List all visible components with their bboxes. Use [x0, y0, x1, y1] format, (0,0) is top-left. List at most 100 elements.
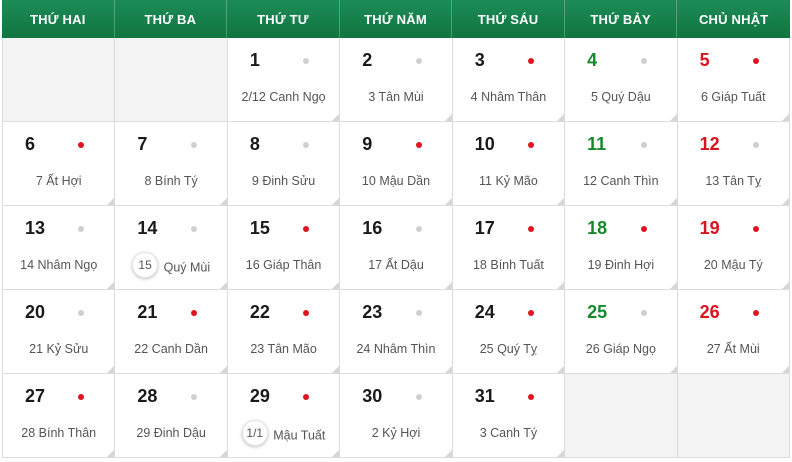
- day-cell[interactable]: 23 24 Nhâm Thìn: [340, 290, 453, 374]
- day-cell[interactable]: 19 20 Mậu Tý: [677, 206, 790, 290]
- day-cell[interactable]: 15 16 Giáp Thân: [227, 206, 341, 290]
- day-cell[interactable]: 20 21 Kỷ Sửu: [3, 290, 116, 374]
- solar-day-number: 24: [474, 302, 495, 322]
- day-cell[interactable]: 5 6 Giáp Tuất: [677, 38, 790, 122]
- solar-day-number: 12: [699, 134, 720, 154]
- day-cell[interactable]: 24 25 Quý Tỵ: [452, 290, 566, 374]
- good-day-dot-icon: [528, 394, 535, 400]
- lunar-day-name: Nhâm Ngọ: [37, 258, 98, 272]
- solar-day-number: 2: [362, 50, 373, 70]
- day-cell[interactable]: 10 11 Kỷ Mão: [452, 122, 566, 206]
- day-cell[interactable]: 25 26 Giáp Ngọ: [565, 290, 678, 374]
- lunar-day-name: Canh Tý: [490, 426, 538, 440]
- day-dot-icon: [303, 58, 310, 64]
- day-cell[interactable]: 16 17 Ất Dậu: [340, 206, 453, 290]
- day-cell[interactable]: 12 13 Tân Tỵ: [677, 122, 790, 206]
- day-cell[interactable]: 2 3 Tân Mùi: [340, 38, 453, 122]
- good-day-dot-icon: [303, 310, 310, 316]
- lunar-date: 3 Tân Mùi: [340, 90, 451, 104]
- lunar-day-number: 16: [245, 258, 260, 272]
- day-grid: 1 2/12 Canh Ngọ 2 3 Tân Mùi 3 4 Nhâm Thân 4 5 Q…: [2, 38, 790, 458]
- solar-day-number: 30: [362, 386, 383, 406]
- solar-day-number: 25: [587, 302, 608, 322]
- solar-day-number: 6: [25, 134, 36, 154]
- lunar-date: 2/12 Canh Ngọ: [228, 90, 339, 104]
- lunar-day-name: Đinh Dậu: [153, 426, 206, 440]
- lunar-date: 21 Kỷ Sửu: [3, 342, 114, 356]
- lunar-day-number: 13: [705, 174, 720, 188]
- day-cell[interactable]: 26 27 Ất Mùi: [677, 290, 790, 374]
- weekday-sunday: CHỦ NHẬT: [698, 11, 769, 27]
- day-cell[interactable]: 13 14 Nhâm Ngọ: [3, 206, 116, 290]
- lunar-date: 20 Mậu Tý: [678, 258, 789, 272]
- weekday-tuesday: THỨ BA: [115, 0, 228, 38]
- lunar-date: 2 Kỷ Hợi: [340, 426, 451, 440]
- good-day-dot-icon: [640, 226, 647, 232]
- day-dot-icon: [415, 394, 422, 400]
- lunar-day-name: Kỷ Sửu: [46, 342, 89, 356]
- day-cell[interactable]: 1 2/12 Canh Ngọ: [227, 38, 341, 122]
- solar-day-number: 22: [249, 302, 270, 322]
- lunar-day-name: Mậu Tý: [721, 258, 763, 272]
- day-cell[interactable]: 4 5 Quý Dậu: [565, 38, 678, 122]
- solar-day-number: 26: [699, 302, 720, 322]
- day-dot-icon: [415, 58, 422, 64]
- good-day-dot-icon: [753, 226, 759, 232]
- solar-day-number: 27: [25, 386, 46, 406]
- day-cell[interactable]: 7 8 Bính Tý: [115, 122, 228, 206]
- empty-day-cell: [565, 374, 678, 458]
- lunar-day-number: 4: [470, 90, 478, 104]
- day-cell[interactable]: 3 4 Nhâm Thân: [452, 38, 566, 122]
- empty-day-cell: [3, 38, 116, 122]
- day-cell[interactable]: 31 3 Canh Tý: [452, 374, 566, 458]
- day-cell[interactable]: 6 7 Ất Hợi: [3, 122, 116, 206]
- solar-day-number: 21: [137, 302, 158, 322]
- solar-day-number: 11: [587, 134, 607, 154]
- lunar-day-name: Bính Tuất: [490, 258, 544, 272]
- day-cell[interactable]: 28 29 Đinh Dậu: [115, 374, 228, 458]
- day-cell[interactable]: 21 22 Canh Dần: [115, 290, 228, 374]
- lunar-day-number: 19: [587, 258, 602, 272]
- weekday-friday: THỨ SÁU: [452, 0, 565, 38]
- day-cell[interactable]: 9 10 Mậu Dần: [340, 122, 453, 206]
- lunar-day-number: 3: [368, 90, 376, 104]
- lunar-date: 29 Đinh Dậu: [115, 426, 226, 440]
- lunar-day-number: 14: [20, 258, 35, 272]
- solar-day-number: 18: [587, 218, 608, 238]
- lunar-day-name: Quý Tỵ: [497, 342, 538, 356]
- lunar-date: 11 Kỷ Mão: [453, 174, 564, 188]
- lunar-day-name: Giáp Ngọ: [603, 342, 656, 356]
- lunar-date: 18 Bính Tuất: [453, 258, 564, 272]
- lunar-day-name: Ất Mùi: [724, 342, 760, 356]
- solar-day-number: 14: [137, 218, 158, 238]
- day-cell[interactable]: 8 9 Đinh Sửu: [227, 122, 341, 206]
- lunar-date: 26 Giáp Ngọ: [565, 342, 676, 356]
- lunar-date: 8 Bính Tý: [115, 174, 226, 188]
- lunar-date: 28 Bính Thân: [3, 426, 114, 440]
- lunar-date: 23 Tân Mão: [228, 342, 339, 356]
- lunar-day-number: 8: [144, 174, 152, 188]
- solar-day-number: 23: [362, 302, 383, 322]
- solar-day-number: 28: [137, 386, 158, 406]
- day-cell[interactable]: 18 19 Đinh Hợi: [565, 206, 678, 290]
- good-day-dot-icon: [528, 310, 535, 316]
- lunar-day-name: Đinh Hợi: [604, 258, 655, 272]
- solar-day-number: 13: [25, 218, 46, 238]
- lunar-day-number: 6: [700, 90, 708, 104]
- day-dot-icon: [753, 142, 759, 148]
- lunar-day-name: Đinh Sửu: [262, 174, 316, 188]
- day-cell[interactable]: 11 12 Canh Thìn: [565, 122, 678, 206]
- good-day-dot-icon: [415, 142, 422, 148]
- lunar-day-name: Nhâm Thìn: [373, 342, 436, 356]
- day-cell[interactable]: 29 1/1 Mậu Tuất: [227, 374, 341, 458]
- good-day-dot-icon: [78, 394, 85, 400]
- day-cell[interactable]: 30 2 Kỷ Hợi: [340, 374, 453, 458]
- day-cell[interactable]: 14 15 Quý Mùi: [115, 206, 228, 290]
- empty-day-cell: [115, 38, 228, 122]
- day-cell[interactable]: 27 28 Bính Thân: [3, 374, 116, 458]
- good-day-dot-icon: [190, 310, 197, 316]
- day-cell[interactable]: 17 18 Bính Tuất: [452, 206, 566, 290]
- solar-day-number: 20: [25, 302, 46, 322]
- day-cell[interactable]: 22 23 Tân Mão: [227, 290, 341, 374]
